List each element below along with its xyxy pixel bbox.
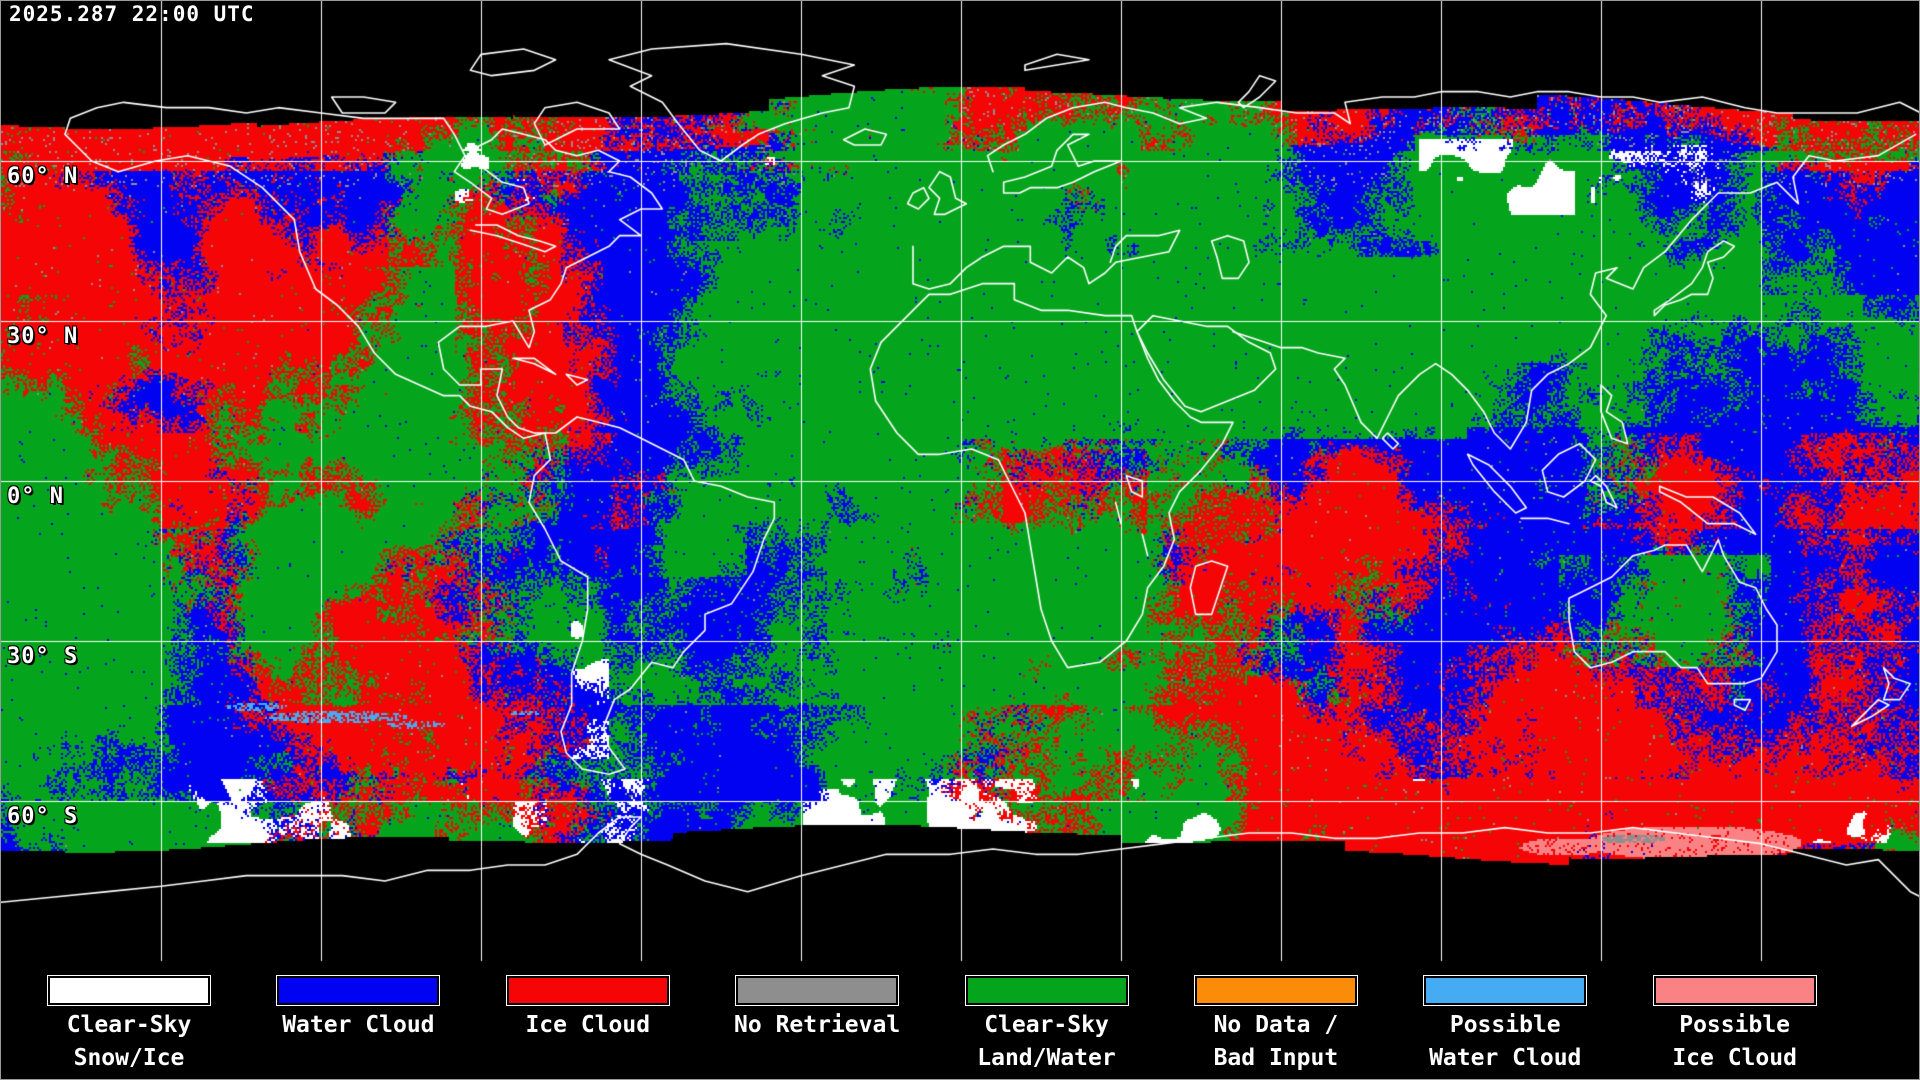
legend-swatch-fill (738, 978, 897, 1003)
lat-label-60s: 60° S (7, 804, 79, 829)
legend-swatch-fill (967, 978, 1126, 1003)
lat-label-0n: 0° N (7, 484, 64, 509)
legend-swatch (1423, 975, 1588, 1006)
legend-swatch (276, 975, 441, 1006)
legend-swatch-fill (50, 978, 208, 1003)
legend-label-line1: Possible (1449, 1012, 1561, 1038)
legend-label-line2: Snow/Ice (73, 1045, 185, 1071)
legend: Clear-Sky Snow/Ice Water Cloud Ice Cloud… (1, 961, 1919, 1079)
legend-label-line1: No Retrieval (734, 1012, 901, 1038)
legend-item-clear-sky-land-water: Clear-Sky Land/Water (932, 975, 1162, 1075)
legend-swatch-fill (279, 978, 438, 1003)
legend-label-line2: Land/Water (977, 1045, 1116, 1071)
legend-label-line1: Ice Cloud (525, 1012, 651, 1038)
legend-item-possible-water-cloud: Possible Water Cloud (1390, 975, 1620, 1075)
legend-item-no-retrieval: No Retrieval (702, 975, 932, 1042)
legend-swatch (735, 975, 900, 1006)
legend-item-clear-sky-snow-ice: Clear-Sky Snow/Ice (14, 975, 244, 1075)
legend-label-line1: Water Cloud (282, 1012, 435, 1038)
legend-item-ice-cloud: Ice Cloud (473, 975, 703, 1042)
legend-swatch (47, 975, 211, 1006)
lat-label-60n: 60° N (7, 164, 79, 189)
legend-label-line2: Bad Input (1213, 1045, 1339, 1071)
legend-swatch-fill (1196, 978, 1355, 1003)
legend-label-line2: Water Cloud (1429, 1045, 1582, 1071)
legend-label-line1: Clear-Sky (984, 1012, 1109, 1038)
legend-label-line1: No Data / (1213, 1012, 1339, 1038)
legend-swatch (964, 975, 1129, 1006)
lat-label-30n: 30° N (7, 324, 79, 349)
legend-label-line2: Ice Cloud (1672, 1045, 1797, 1071)
legend-item-possible-ice-cloud: Possible Ice Cloud (1620, 975, 1850, 1075)
legend-swatch (1652, 975, 1817, 1006)
legend-item-no-data-bad-input: No Data / Bad Input (1161, 975, 1391, 1075)
legend-swatch-fill (1426, 978, 1585, 1003)
lat-label-30s: 30° S (7, 644, 79, 669)
legend-swatch (505, 975, 670, 1006)
global-cloud-phase-map (1, 1, 1919, 963)
legend-label-line1: Possible (1679, 1012, 1791, 1038)
legend-swatch-fill (1655, 978, 1814, 1003)
legend-swatch-fill (508, 978, 667, 1003)
legend-item-water-cloud: Water Cloud (243, 975, 473, 1042)
timestamp-label: 2025.287 22:00 UTC (9, 2, 255, 26)
legend-label-line1: Clear-Sky (66, 1012, 192, 1038)
legend-swatch (1193, 975, 1358, 1006)
